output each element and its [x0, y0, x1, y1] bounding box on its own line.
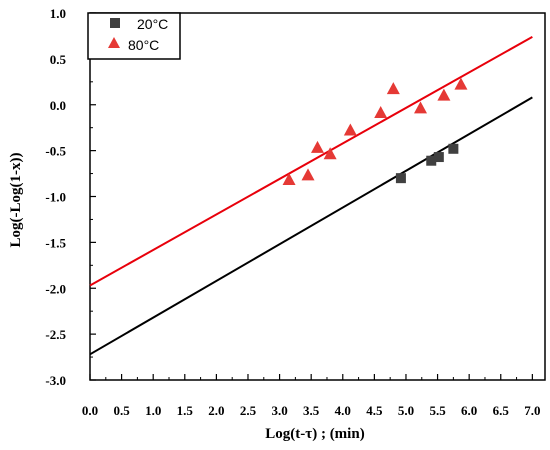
data-point-triangle [437, 88, 451, 101]
x-tick-label: 5.5 [429, 403, 446, 418]
legend: 20°C 80°C [87, 12, 181, 60]
y-axis-title: Log(-Log(1-x)) [8, 153, 24, 248]
y-tick-label: -0.5 [45, 144, 66, 159]
y-tick-label: -2.0 [45, 281, 66, 296]
legend-label-20c: 20°C [137, 16, 168, 32]
x-tick-label: 4.0 [335, 403, 351, 418]
data-point-triangle [282, 172, 296, 185]
x-tick-label: 4.5 [366, 403, 383, 418]
legend-marker-80c [108, 37, 120, 48]
x-axis-title: Log(t-τ) ; (min) [265, 426, 364, 442]
data-point-triangle [386, 82, 400, 95]
x-tick-label: 5.0 [398, 403, 414, 418]
data-point-square [433, 152, 444, 163]
data-point-triangle [374, 106, 388, 119]
data-point-triangle [454, 77, 468, 90]
fit-line-series-0 [89, 96, 533, 356]
y-tick-label: -3.0 [45, 373, 66, 388]
legend-marker-20c [110, 18, 120, 28]
data-point-triangle [311, 140, 324, 153]
x-tick-label: 6.0 [461, 403, 477, 418]
data-point-square [395, 173, 406, 184]
x-tick-label: 3.5 [303, 403, 320, 418]
y-tick-label: 0.0 [50, 98, 66, 113]
x-tick-label: 0.0 [82, 403, 98, 418]
data-point-triangle [414, 101, 428, 114]
legend-box [87, 12, 181, 60]
x-tick-label: 0.5 [113, 403, 130, 418]
x-tick-label: 3.0 [271, 403, 287, 418]
legend-label-80c: 80°C [128, 37, 159, 53]
x-tick-label: 6.5 [493, 403, 510, 418]
x-tick-label: 7.0 [524, 403, 540, 418]
x-tick-label: 1.5 [177, 403, 194, 418]
plot-area: 0.0 0.5 1.0 1.5 2.0 2.5 3.0 3.5 4.0 4.5 5.0 5.5 6.0 6… [45, 6, 546, 418]
fit-line-series-1 [89, 35, 533, 287]
data-point-triangle [343, 123, 357, 136]
data-point-triangle [301, 168, 315, 181]
y-tick-label: 1.0 [50, 6, 66, 21]
y-tick-label: 0.5 [50, 52, 67, 67]
x-tick-label: 2.5 [240, 403, 257, 418]
data-point-square [426, 155, 437, 166]
y-tick-label: -1.0 [45, 190, 66, 205]
data-point-square [448, 143, 459, 154]
x-tick-label: 1.0 [145, 403, 161, 418]
y-tick-label: -1.5 [45, 235, 66, 250]
data-point-triangle [323, 147, 337, 160]
y-tick-label: -2.5 [45, 327, 66, 342]
x-tick-label: 2.0 [208, 403, 224, 418]
